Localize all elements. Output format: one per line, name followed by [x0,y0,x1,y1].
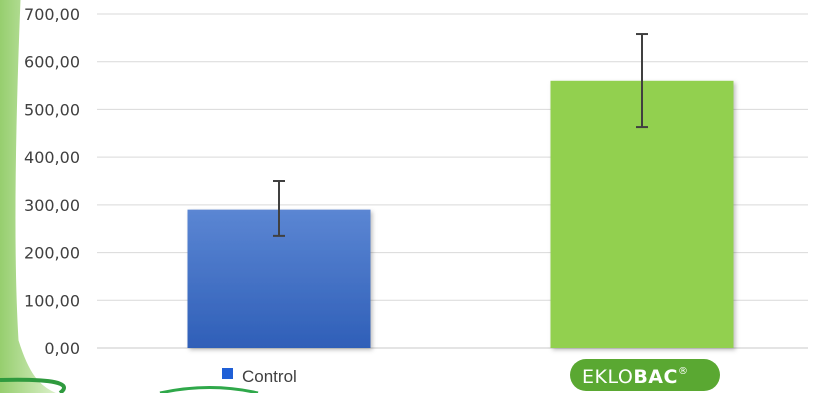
svg-text:EKLOBAC®: EKLOBAC® [582,366,688,388]
y-tick-label: 400,00 [24,148,80,167]
error-bars [273,33,648,237]
y-tick-label: 300,00 [24,196,80,215]
y-axis-ticks: 0,00 100,00 200,00 300,00 400,00 500,00 600,00… [24,5,80,358]
logo-text-bold: BAC [633,366,678,388]
legend-control-swatch [222,368,233,379]
y-tick-label: 100,00 [24,291,80,310]
logo-registered-mark: ® [678,366,689,377]
eklobac-logo: EKLOBAC® [570,359,720,391]
y-tick-label: 700,00 [24,5,80,24]
legend-control-label: Control [242,367,297,386]
y-tick-label: 0,00 [44,339,80,358]
y-tick-label: 500,00 [24,100,80,119]
y-tick-label: 600,00 [24,53,80,72]
legend: Control EKLOBAC® [222,359,720,391]
bars [187,80,734,349]
logo-text-light: EKLO [582,366,633,388]
y-tick-label: 200,00 [24,244,80,263]
